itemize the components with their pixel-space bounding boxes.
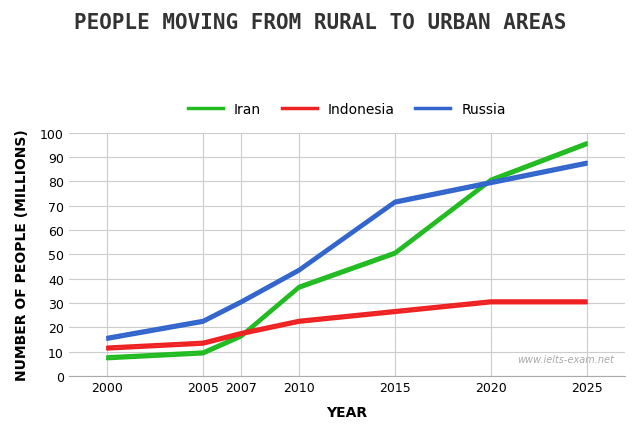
Text: www.ielts-exam.net: www.ielts-exam.net: [517, 354, 614, 364]
Y-axis label: NUMBER OF PEOPLE (MILLIONS): NUMBER OF PEOPLE (MILLIONS): [15, 129, 29, 381]
Legend: Iran, Indonesia, Russia: Iran, Indonesia, Russia: [182, 97, 511, 122]
Text: PEOPLE MOVING FROM RURAL TO URBAN AREAS: PEOPLE MOVING FROM RURAL TO URBAN AREAS: [74, 13, 566, 33]
X-axis label: YEAR: YEAR: [326, 405, 367, 419]
